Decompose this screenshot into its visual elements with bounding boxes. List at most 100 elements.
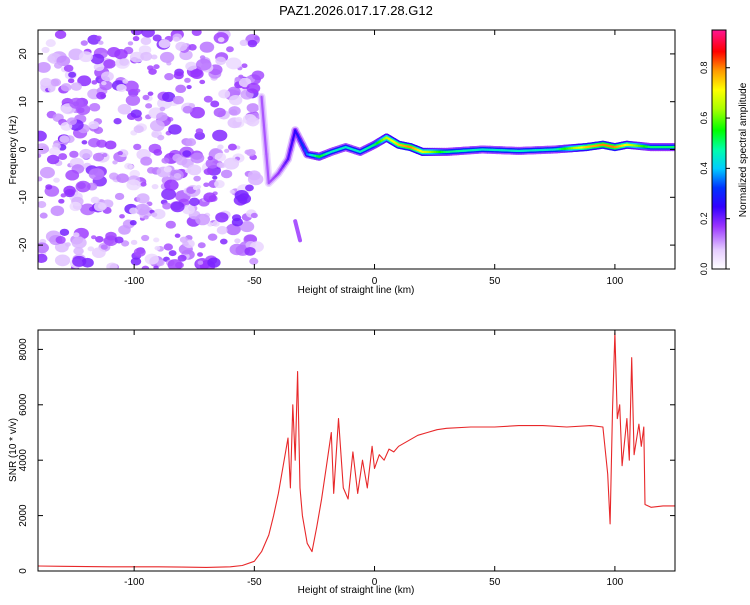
noise-speckle (215, 57, 226, 65)
noise-speckle (244, 150, 250, 155)
noise-speckle (79, 149, 92, 159)
noise-speckle (56, 236, 66, 244)
noise-speckle (119, 214, 125, 218)
noise-speckle (175, 233, 181, 237)
outlier-blob (295, 221, 300, 240)
noise-speckle (199, 80, 205, 84)
noise-speckle (207, 258, 220, 268)
noise-speckle (208, 156, 214, 160)
noise-speckle (232, 218, 243, 227)
snr-xlabel: Height of straight line (km) (298, 585, 415, 596)
spectrogram-xtick-label: -100 (124, 276, 144, 287)
noise-speckle (76, 104, 90, 115)
noise-speckle (247, 103, 259, 112)
noise-speckle (98, 41, 104, 45)
snr-frame (38, 330, 675, 571)
noise-speckle (71, 82, 82, 90)
noise-speckle (200, 42, 215, 53)
noise-speckle (89, 103, 100, 112)
noise-speckle (53, 178, 60, 183)
noise-speckle (218, 89, 230, 98)
noise-speckle (189, 198, 200, 206)
noise-speckle (156, 112, 168, 121)
noise-speckle (101, 81, 107, 85)
noise-speckle (249, 258, 258, 265)
noise-speckle (51, 206, 65, 216)
noise-speckle (166, 221, 176, 229)
colorbar-tick-label: 0.2 (699, 212, 709, 225)
noise-speckle (142, 95, 149, 100)
noise-speckle (134, 248, 146, 257)
noise-speckle (240, 40, 248, 46)
noise-speckle (60, 229, 69, 236)
noise-speckle (224, 158, 240, 170)
colorbar-tick-label: 0.8 (699, 61, 709, 74)
spectrogram-xtick-label: 100 (607, 276, 624, 287)
noise-speckle (220, 239, 228, 245)
noise-speckle (214, 180, 225, 188)
noise-speckle (136, 193, 149, 203)
noise-speckle (206, 158, 219, 168)
snr-xtick-label: 100 (607, 577, 624, 588)
noise-speckle (101, 71, 114, 81)
noise-speckle (221, 170, 232, 179)
noise-speckle (234, 238, 240, 243)
noise-speckle (114, 49, 127, 59)
noise-speckle (214, 108, 226, 117)
noise-speckle (129, 208, 138, 215)
noise-speckle (129, 165, 135, 169)
noise-speckle (186, 138, 196, 146)
noise-speckle (174, 72, 184, 80)
noise-speckle (170, 201, 184, 212)
noise-speckle (245, 185, 254, 192)
noise-speckle (67, 117, 77, 125)
snr-ytick-label: 4000 (18, 449, 29, 472)
noise-speckle (247, 117, 260, 127)
noise-speckle (161, 157, 169, 163)
noise-speckle (203, 182, 209, 187)
noise-speckle (160, 52, 174, 63)
noise-speckle (58, 199, 64, 204)
noise-speckle (105, 140, 117, 149)
spectrogram-ytick-label: 0 (18, 146, 29, 152)
noise-speckle (145, 254, 159, 265)
noise-speckle (160, 107, 166, 111)
noise-speckle (72, 237, 87, 249)
noise-speckle (94, 202, 106, 211)
noise-speckle (40, 213, 48, 219)
noise-speckle (203, 192, 216, 202)
noise-speckle (226, 58, 241, 70)
noise-speckle (37, 62, 51, 73)
noise-speckle (153, 64, 159, 69)
spectrogram-xtick-label: 50 (489, 276, 501, 287)
noise-speckle (58, 153, 67, 160)
noise-speckle (91, 80, 97, 85)
noise-speckle (131, 257, 142, 265)
noise-speckle (198, 261, 204, 265)
noise-speckle (46, 39, 56, 47)
noise-speckle (208, 234, 218, 241)
spectrogram-ylabel: Frequency (Hz) (8, 116, 19, 185)
noise-speckle (118, 151, 123, 155)
noise-speckle (79, 51, 93, 62)
noise-speckle (173, 37, 180, 42)
noise-speckle (96, 36, 102, 40)
noise-speckle (173, 96, 184, 105)
noise-speckle (61, 83, 72, 91)
noise-speckle (116, 173, 129, 183)
noise-speckle (112, 160, 117, 164)
noise-speckle (182, 150, 191, 157)
noise-speckle (182, 241, 188, 246)
noise-speckle (152, 184, 159, 189)
noise-speckle (141, 27, 155, 38)
noise-speckle (196, 59, 212, 71)
noise-speckle (215, 212, 228, 222)
noise-speckle (140, 156, 152, 165)
noise-speckle (73, 232, 80, 237)
noise-speckle (59, 135, 69, 143)
noise-speckle (148, 91, 154, 95)
noise-speckle (141, 235, 149, 241)
noise-speckle (33, 131, 47, 142)
noise-speckle (63, 186, 75, 196)
noise-speckle (134, 125, 144, 133)
